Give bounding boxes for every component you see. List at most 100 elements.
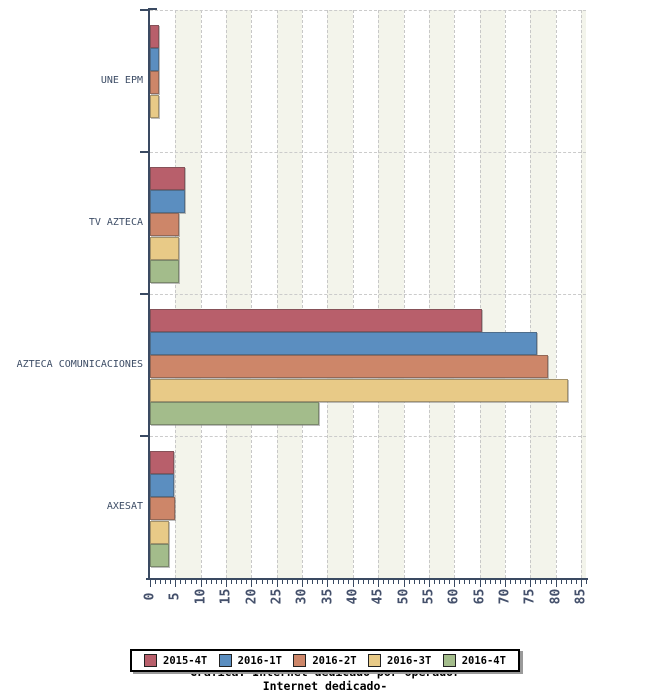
x-axis-tick [165, 580, 167, 584]
legend-item: 2016-1T [218, 654, 282, 667]
x-axis-tick [525, 580, 527, 584]
x-axis-tick [454, 580, 456, 587]
x-axis-tick [570, 580, 572, 584]
legend-swatch-icon [368, 654, 382, 667]
bar [150, 94, 160, 118]
x-axis-tick [474, 580, 476, 584]
bar [150, 213, 180, 237]
bar [150, 378, 568, 402]
x-axis-tick [383, 580, 385, 584]
x-axis-tick [439, 580, 441, 584]
x-axis-tick [175, 580, 177, 587]
x-axis-tick [393, 580, 395, 584]
x-axis-tick [195, 580, 197, 584]
x-axis-tick [444, 580, 446, 584]
x-axis-tick [347, 580, 349, 584]
x-tick-label: 85 [573, 588, 589, 604]
y-axis-tick [140, 293, 149, 295]
x-axis-tick [200, 580, 202, 587]
x-axis-tick [185, 580, 187, 584]
bar [150, 332, 538, 356]
bar [150, 259, 180, 283]
x-axis-tick [210, 580, 212, 584]
x-axis-tick [155, 580, 157, 584]
bar [150, 543, 170, 567]
h-gridline [150, 152, 586, 153]
x-axis-tick [378, 580, 380, 587]
x-axis-tick [327, 580, 329, 587]
x-axis-tick [337, 580, 339, 584]
x-axis-tick [362, 580, 364, 584]
x-axis-tick [276, 580, 278, 587]
x-axis-tick [322, 580, 324, 584]
x-axis-tick [307, 580, 309, 584]
x-axis-tick [256, 580, 258, 584]
legend-label: 2016-4T [461, 654, 506, 667]
h-gridline [150, 10, 586, 11]
x-axis-tick [215, 580, 217, 584]
x-axis-tick [332, 580, 334, 584]
x-axis-tick [373, 580, 375, 584]
x-axis-tick [160, 580, 162, 584]
x-axis-tick [515, 580, 517, 584]
x-axis-tick [479, 580, 481, 587]
x-axis-tick [388, 580, 390, 584]
x-axis-tick [236, 580, 238, 584]
bar [150, 309, 482, 332]
x-axis-tick [489, 580, 491, 584]
x-axis-tick [261, 580, 263, 584]
x-axis-tick [266, 580, 268, 584]
x-axis-tick [540, 580, 542, 584]
x-axis-tick [226, 580, 228, 587]
bar [150, 497, 176, 521]
x-axis-tick [317, 580, 319, 584]
legend-label: 2016-1T [237, 654, 282, 667]
x-axis-tick [550, 580, 552, 584]
x-axis-tick [535, 580, 537, 584]
x-axis-tick [413, 580, 415, 584]
x-axis-tick [433, 580, 435, 584]
x-axis-tick [190, 580, 192, 584]
x-axis-tick [459, 580, 461, 584]
bar [150, 71, 159, 95]
x-axis-tick [398, 580, 400, 584]
x-axis-tick [520, 580, 522, 584]
legend-label: 2016-2T [312, 654, 357, 667]
y-axis-tick [140, 435, 149, 437]
category-label: AZTECA COMUNICACIONES [16, 359, 143, 370]
x-axis-tick [246, 580, 248, 584]
bar [150, 355, 548, 379]
legend-item: 2015-4T [144, 654, 207, 667]
legend-label: 2015-4T [163, 654, 208, 667]
x-axis-tick [499, 580, 501, 584]
x-axis-tick [286, 580, 288, 584]
y-axis-tick [140, 9, 149, 11]
x-axis-tick [530, 580, 532, 587]
x-axis-tick [449, 580, 451, 584]
x-axis-tick [231, 580, 233, 584]
y-axis-top-tick [148, 8, 157, 10]
x-axis-tick [418, 580, 420, 584]
bar [150, 401, 320, 425]
x-axis-tick [357, 580, 359, 584]
category-label: AXESAT [106, 501, 143, 512]
legend-item: 2016-3T [368, 654, 431, 667]
legend-swatch-icon [218, 654, 232, 667]
bar [150, 451, 174, 474]
x-axis-tick [423, 580, 425, 584]
plot-area [150, 10, 587, 578]
legend-swatch-icon [293, 654, 307, 667]
legend-item: 2016-2T [293, 654, 357, 667]
x-axis-tick [312, 580, 314, 584]
x-axis-tick [581, 580, 582, 587]
category-label: TV AZTECA [88, 217, 143, 228]
legend-item: 2016-4T [442, 654, 506, 667]
x-axis-tick [271, 580, 273, 584]
bar [150, 474, 174, 498]
x-axis-tick [408, 580, 410, 584]
x-axis-tick [220, 580, 222, 584]
legend-swatch-icon [442, 654, 456, 667]
x-axis-tick [241, 580, 243, 584]
bar [150, 190, 185, 214]
x-axis-line [146, 578, 588, 580]
